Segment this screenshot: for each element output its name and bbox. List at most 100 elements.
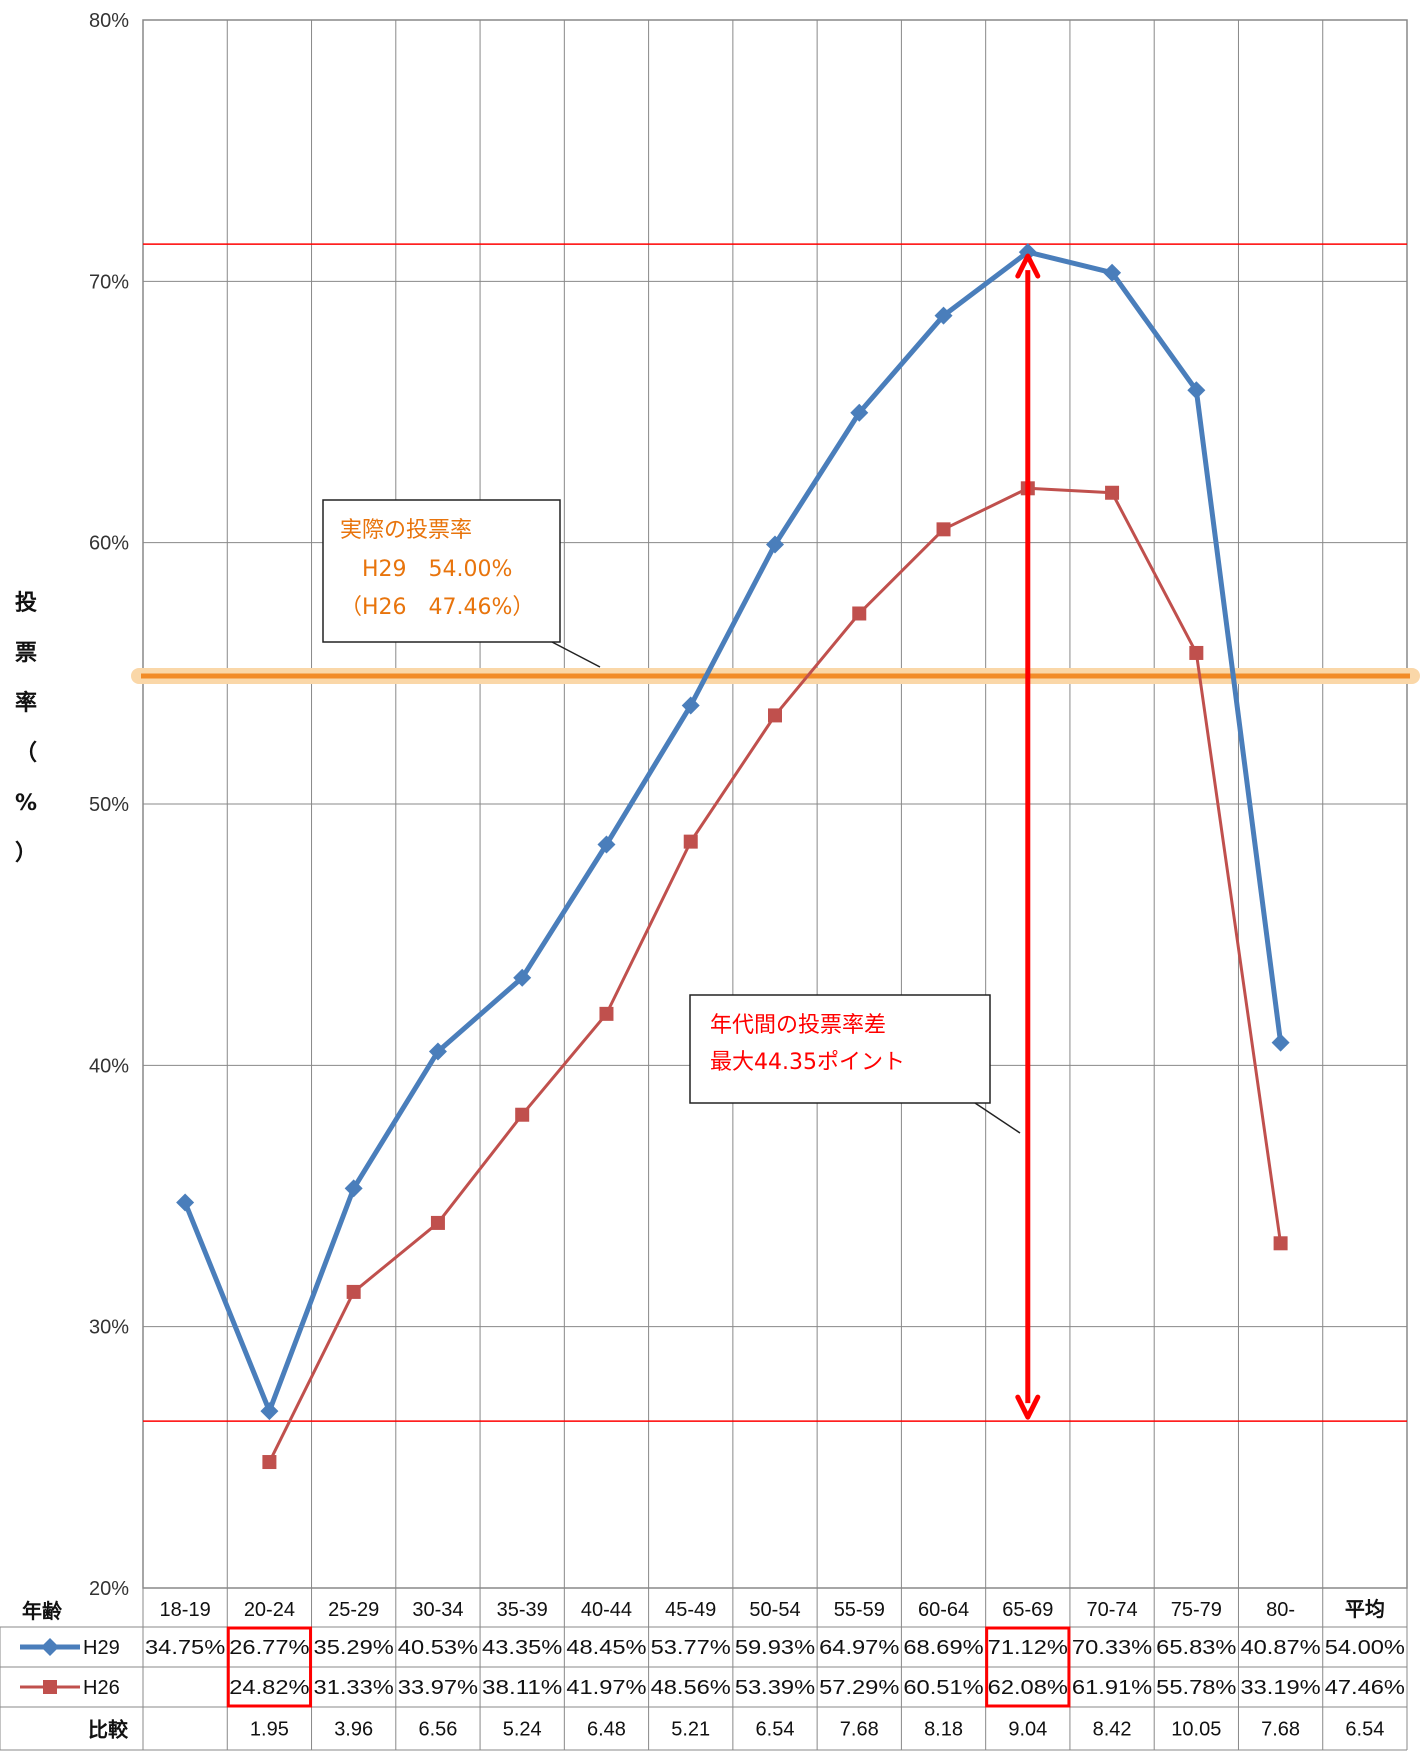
series-line-H29 [182,249,1284,1414]
table-cell: 48.45% [566,1637,647,1659]
compare-cell: 8.18 [924,1719,963,1741]
point-H29 [597,835,616,854]
compare-cell: 1.95 [250,1719,289,1741]
actual-callout-box [322,499,561,643]
table-cell: 59.93% [735,1637,816,1659]
point-H26 [430,1215,445,1230]
y-tick-label: 80% [89,10,129,32]
table-cell: 38.11% [482,1677,563,1699]
category-label: 35-39 [497,1599,548,1621]
y-tick-label: 70% [89,271,129,293]
point-H29 [934,306,953,325]
table-cell: 33.19% [1240,1677,1321,1699]
compare-cell: 5.21 [671,1719,710,1741]
table-cell: 34.75% [145,1637,226,1659]
table-cell: 68.69% [903,1637,984,1659]
point-H29 [176,1193,195,1212]
grid [142,19,1408,1750]
gap-callout-line1: 年代間の投票率差 [710,1013,886,1038]
point-H29 [260,1402,279,1421]
point-H29 [1187,381,1206,400]
y-axis-label: 投票率 （% ） [15,591,37,866]
point-H29 [850,403,869,422]
point-H29 [513,968,532,987]
point-H29 [1271,1033,1290,1052]
point-H26 [768,708,782,723]
point-H29 [681,696,700,715]
point-H26 [852,606,867,621]
table-cell: 71.12% [988,1637,1069,1659]
category-label: 25-29 [328,1599,379,1621]
legend-marker-H29 [41,1638,59,1656]
table-cell: 61.91% [1072,1677,1153,1699]
actual-callout-leader [551,641,601,668]
table-cell: 48.56% [651,1677,732,1699]
compare-label: 比較 [88,1718,129,1742]
actual-callout-h29: H29 54.00% [362,557,512,582]
table-cell: 57.29% [819,1677,900,1699]
table-cell: 31.33% [314,1677,395,1699]
table-cell: 64.97% [819,1637,900,1659]
y-axis-label-char: % [15,791,37,816]
point-H26 [1105,485,1120,500]
compare-cell: 10.05 [1171,1719,1221,1741]
category-label: 55-59 [834,1599,885,1621]
y-axis-label-char: ） [15,841,37,866]
category-label: 30-34 [412,1599,463,1621]
compare-cell: 5.24 [503,1719,542,1741]
point-H29 [766,535,784,554]
y-tick-label: 60% [89,533,129,555]
point-H29 [428,1042,447,1061]
point-H26 [936,522,951,537]
y-axis-label-char: 投 [15,591,37,616]
actual-callout-h26: （H26 47.46%） [340,595,534,620]
compare-cell: 7.68 [840,1719,879,1741]
table-cell: 26.77% [229,1637,310,1659]
point-H29 [1103,263,1122,282]
point-H26 [683,834,698,849]
table-cell: 41.97% [566,1677,647,1699]
table-cell: 47.46% [1325,1677,1406,1699]
table-cell: 40.53% [398,1637,479,1659]
category-label: 80- [1266,1599,1295,1621]
point-H26 [515,1107,530,1122]
y-tick-label: 30% [89,1317,129,1339]
category-label: 70-74 [1086,1599,1137,1621]
table-cell: 70.33% [1072,1637,1153,1659]
category-label: 50-54 [749,1599,800,1621]
annotations: 実際の投票率 H29 54.00% （H26 47.46%） 年代間の投票率差最大44… [322,253,1041,1420]
table-cell: 62.08% [988,1677,1069,1699]
y-axis-label-char: 率 [15,690,37,716]
y-tick-label: 50% [89,794,129,816]
table-cell: 53.39% [735,1677,816,1699]
actual-callout-title: 実際の投票率 [340,518,472,543]
table-cell: 53.77% [651,1637,732,1659]
point-H26 [1189,645,1204,660]
table-cell: 24.82% [229,1677,310,1699]
y-axis-ticks: 20% 30% 40% 50% 60% 70% 80% [89,10,129,1600]
series-layer [176,243,1290,1470]
category-label: 65-69 [1002,1599,1053,1621]
compare-cell: 3.96 [334,1719,373,1741]
gap-arrow-head-bottom [1015,1394,1041,1420]
category-label: 45-49 [665,1599,716,1621]
compare-cell: 9.04 [1008,1719,1047,1741]
point-H26 [599,1006,614,1021]
y-axis-label-char: 票 [15,641,37,666]
table-header-label: 年齢 [22,1599,63,1623]
category-label: 60-64 [918,1599,969,1621]
gap-arrow-head-top [1015,253,1041,279]
point-H26 [346,1284,361,1299]
highlight-box [226,1626,313,1708]
table-cell: 43.35% [482,1637,563,1659]
compare-cell: 8.42 [1093,1719,1132,1741]
gap-callout-line2: 最大44.35ポイント [710,1050,905,1075]
compare-cell: 6.54 [756,1719,795,1741]
point-H26 [1273,1236,1288,1251]
y-tick-label: 40% [89,1055,129,1077]
category-label: 20-24 [244,1599,295,1621]
category-label: 18-19 [160,1599,211,1621]
compare-cell: 6.56 [418,1719,457,1741]
y-axis-label-char: （ [15,741,37,766]
